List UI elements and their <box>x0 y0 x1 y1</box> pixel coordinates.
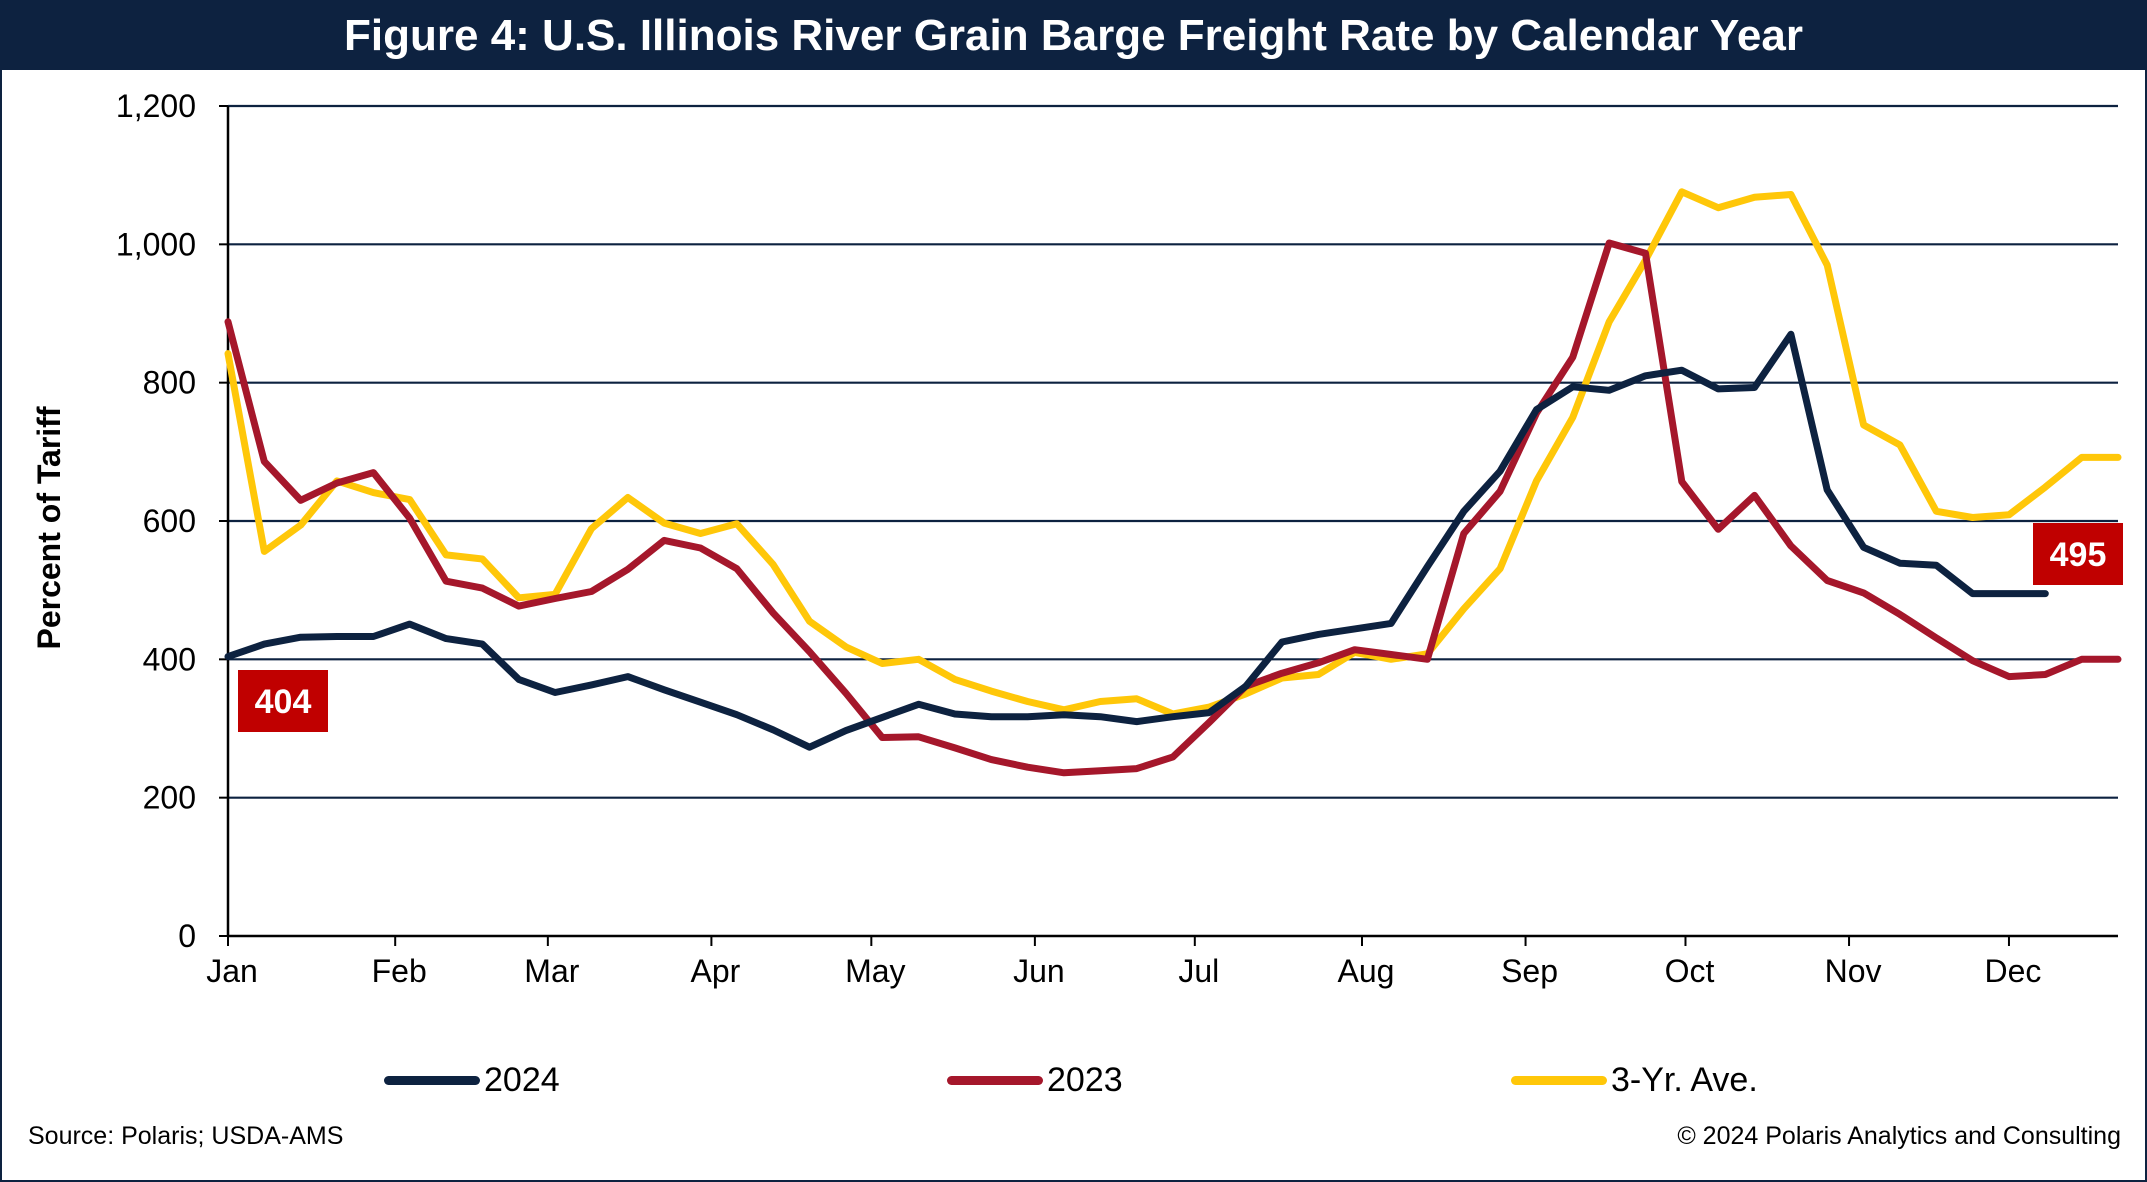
callout-box <box>2033 523 2123 585</box>
series-lines <box>224 188 2122 777</box>
x-tick-label-nov: Nov <box>1825 953 1882 989</box>
legend-label-2023: 2023 <box>1047 1061 1123 1099</box>
x-tick-label-oct: Oct <box>1665 953 1715 989</box>
axes: 0 200 400 600 800 1,000 1,200 Jan Feb Mar Apr May Ju… <box>116 88 2118 989</box>
x-tick-label-may: May <box>845 953 905 989</box>
x-tick-label-apr: Apr <box>691 953 741 989</box>
y-tick-label: 200 <box>143 780 196 816</box>
source-note: Source: Polaris; USDA-AMS <box>28 1122 344 1150</box>
chart-title: Figure 4: U.S. Illinois River Grain Barg… <box>2 2 2145 70</box>
legend-swatch-2024 <box>384 1076 480 1085</box>
y-tick-label: 0 <box>178 918 196 954</box>
x-tick-label-mar: Mar <box>524 953 579 989</box>
gridlines <box>228 104 2118 799</box>
y-tick-label: 600 <box>143 503 196 539</box>
x-tick-label-dec: Dec <box>1985 953 2042 989</box>
callout-box <box>238 670 328 732</box>
callout-495: 495 <box>2033 523 2123 585</box>
y-axis-label: Percent of Tariff <box>31 406 67 649</box>
legend-label-2024: 2024 <box>484 1061 560 1099</box>
legend-swatch-2023 <box>947 1076 1043 1085</box>
series-2024-line <box>224 330 2049 751</box>
callout-value: 404 <box>255 683 312 721</box>
series-3yr-ave-line <box>224 188 2122 718</box>
callout-404: 404 <box>238 670 328 732</box>
x-tick-label-jun: Jun <box>1013 953 1065 989</box>
x-tick-label-aug: Aug <box>1338 953 1395 989</box>
y-tick-label: 800 <box>143 365 196 401</box>
y-tick-label: 1,000 <box>116 226 196 262</box>
x-tick-label-feb: Feb <box>372 953 427 989</box>
callout-value: 495 <box>2050 536 2107 574</box>
y-tick-label: 1,200 <box>116 88 196 124</box>
y-tick-label: 400 <box>143 641 196 677</box>
copyright-note: © 2024 Polaris Analytics and Consulting <box>1677 1122 2121 1150</box>
value-callouts: 404 495 <box>238 523 2123 732</box>
series-2023-line <box>224 239 2122 777</box>
x-tick-label-jan: Jan <box>206 953 258 989</box>
legend-swatch-3yr-ave <box>1511 1076 1607 1085</box>
x-tick-label-jul: Jul <box>1178 953 1219 989</box>
legend-label-3yr-ave: 3-Yr. Ave. <box>1611 1061 1758 1099</box>
x-tick-label-sep: Sep <box>1501 953 1558 989</box>
